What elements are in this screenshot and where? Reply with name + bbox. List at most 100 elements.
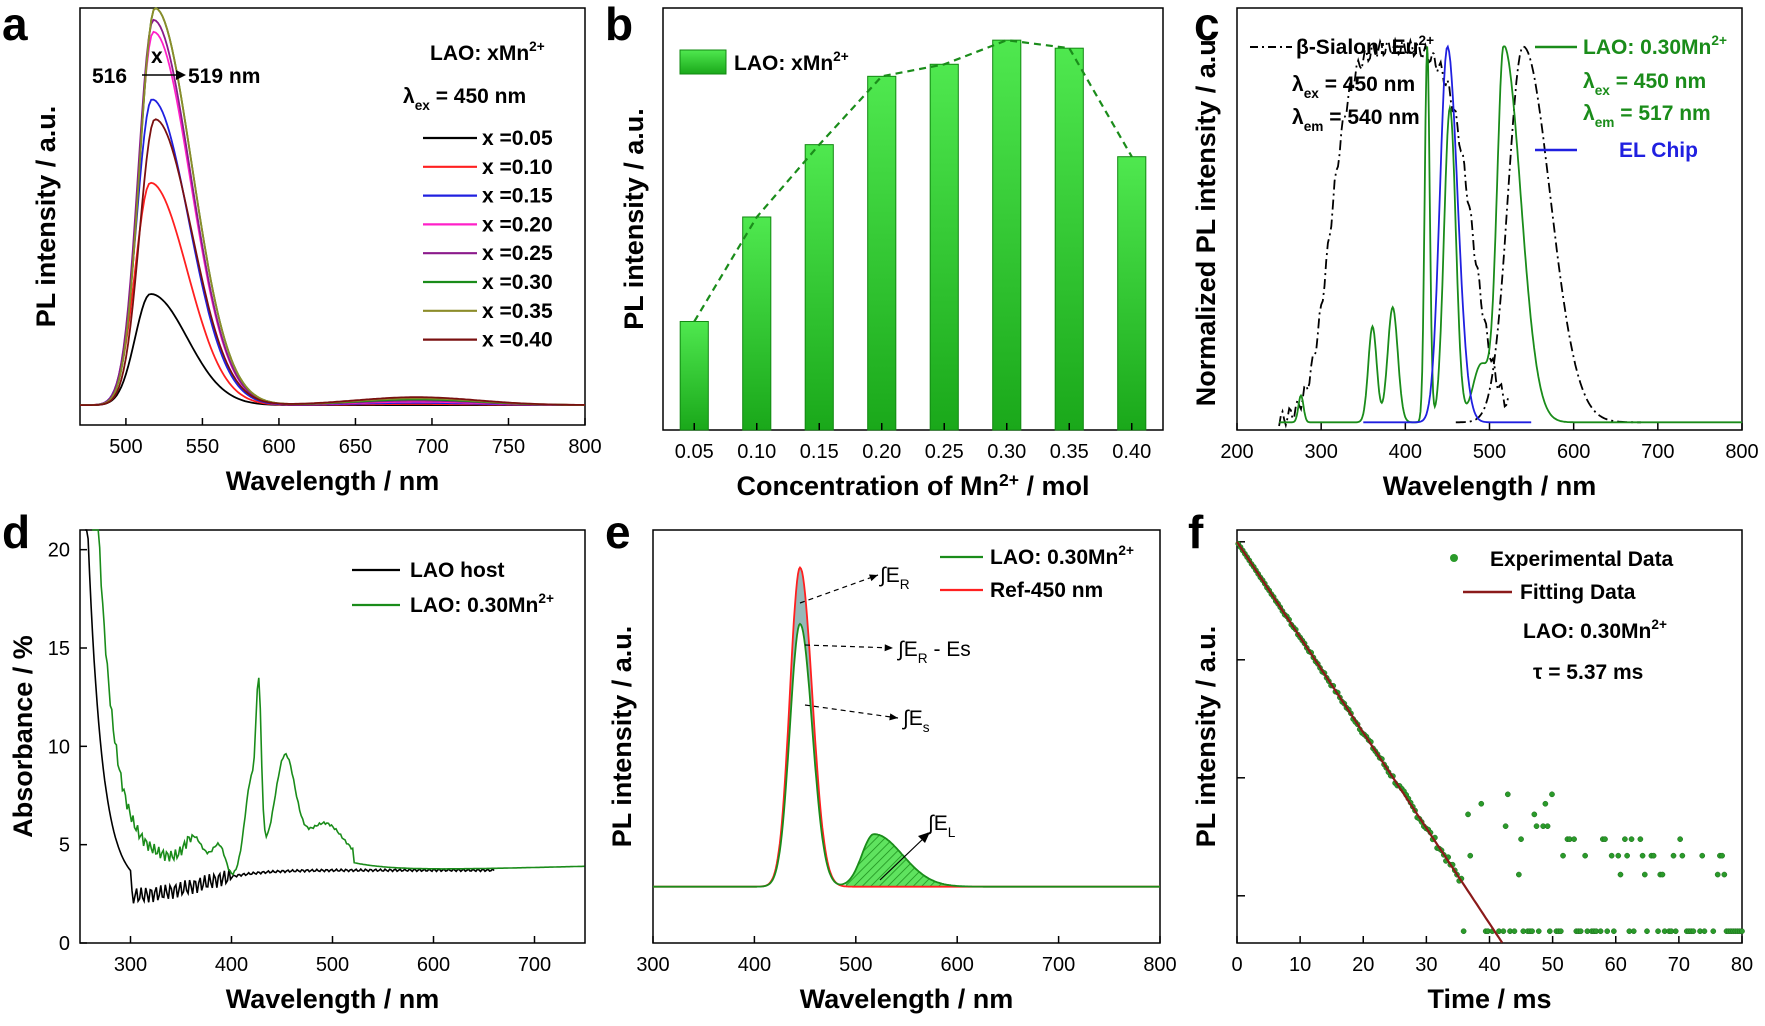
x-tick-label: 500: [1473, 441, 1506, 463]
experimental-point: [1739, 928, 1745, 935]
fitting-line: [1236, 541, 1504, 944]
experimental-point: [1679, 852, 1686, 859]
annotation-arrow-head: [889, 713, 898, 721]
experimental-point: [1699, 852, 1706, 859]
bar: [992, 39, 1022, 431]
experimental-point: [1518, 836, 1524, 843]
x-tick-label: 0: [1231, 954, 1242, 976]
experimental-point: [1557, 928, 1564, 935]
experimental-point: [1608, 852, 1615, 859]
experimental-point: [1516, 871, 1522, 878]
annotation-arrow-head: [869, 574, 878, 582]
x-tick-label: 600: [941, 954, 974, 976]
experimental-point: [1535, 928, 1542, 935]
shift-arrow-head: [176, 70, 186, 80]
experimental-point: [1465, 811, 1471, 818]
annotation-arrow-head: [884, 644, 893, 652]
x-tick-label: 0.35: [1050, 441, 1089, 463]
legend-label: x =0.35: [482, 300, 553, 323]
legend-label: x =0.25: [482, 242, 553, 265]
lifetime-label: τ = 5.37 ms: [1533, 661, 1643, 684]
experimental-point: [1549, 791, 1555, 798]
x-tick-label: 700: [1641, 441, 1674, 463]
y-tick-label: 5: [59, 835, 70, 857]
annotation-green: λex = 450 nm: [1583, 70, 1706, 98]
plot-frame: [79, 529, 586, 944]
experimental-point: [1721, 871, 1728, 878]
legend-label: Fitting Data: [1520, 581, 1636, 604]
legend-label: x =0.15: [482, 185, 553, 208]
panel-d: d 300 400 500 600 700 0 5 10 15 20 Wavelength / nm A…: [2, 506, 586, 1014]
y-tick-label: 20: [48, 540, 70, 562]
bar: [679, 320, 709, 431]
x-tick-label: 600: [1557, 441, 1590, 463]
experimental-point: [1577, 928, 1584, 935]
annotation-black: λem = 540 nm: [1292, 106, 1420, 134]
x-axis-label: Wavelength / nm: [1383, 471, 1597, 501]
x-tick-label: 0.20: [862, 441, 901, 463]
annotation-label: ∫ER: [879, 564, 910, 592]
y-tick-label: 10: [48, 736, 70, 758]
panel-letter: a: [2, 0, 28, 50]
experimental-point: [1617, 871, 1624, 878]
experimental-point: [1504, 791, 1511, 798]
el-chip-spectrum: [1363, 44, 1532, 424]
annotation-label: ∫ER - Es: [897, 638, 971, 666]
host-line: [85, 529, 495, 904]
annotation-label: ∫EL: [927, 812, 956, 840]
experimental-point: [1655, 928, 1661, 935]
x-tick-label: 500: [839, 954, 872, 976]
experimental-point: [1611, 928, 1617, 935]
experimental-point: [1641, 871, 1648, 878]
legend-label: Ref-450 nm: [990, 579, 1103, 602]
legend-label: β-Sialon: Eu2+: [1296, 33, 1434, 59]
series-line: [80, 118, 586, 406]
annotation-black: λex = 450 nm: [1292, 73, 1415, 101]
legend-label: LAO: xMn2+: [734, 49, 849, 75]
experimental-point: [1672, 928, 1679, 935]
experimental-point: [1511, 928, 1518, 935]
experimental-point: [1604, 928, 1611, 935]
plot-frame: [662, 7, 1164, 431]
experimental-point: [1602, 836, 1608, 843]
annotation-arrow: [879, 836, 926, 881]
experimental-point: [1719, 852, 1725, 859]
x-tick-label: 750: [492, 436, 525, 458]
sample-line: [653, 622, 1160, 888]
panel-e: e 300 400 500 600 700 800 Wavelength / nm PL int…: [605, 506, 1177, 1014]
area-el: [845, 834, 958, 887]
x-axis-label: Wavelength / nm: [800, 984, 1014, 1014]
experimental-point: [1630, 928, 1637, 935]
x-tick-label: 400: [1389, 441, 1422, 463]
panel-f: f 0 10 20 30 40 50 60 70 80 Time / ms PL intensity …: [1188, 506, 1753, 1014]
experimental-point: [1701, 928, 1708, 935]
y-tick-label: 0: [59, 933, 70, 955]
panel-a: a 500 550 600 650 700 750 800 Wavelength / nm PL …: [2, 0, 602, 496]
plot-frame: [79, 7, 586, 426]
x-tick-label: 300: [1304, 441, 1337, 463]
shift-to-label: 519 nm: [188, 65, 260, 88]
bar: [742, 216, 772, 431]
legend-label: LAO: 0.30Mn2+: [990, 543, 1134, 569]
x-axis-label: Time / ms: [1427, 984, 1551, 1014]
experimental-point: [1710, 928, 1717, 935]
experimental-point: [1542, 800, 1549, 807]
experimental-point: [1502, 823, 1509, 830]
x-tick-label: 0.30: [987, 441, 1026, 463]
x-tick-label: 600: [262, 436, 295, 458]
x-tick-label: 550: [186, 436, 219, 458]
experimental-point: [1544, 823, 1551, 830]
x-tick-label: 700: [1042, 954, 1075, 976]
panel-b: b 0.05 0.10 0.15 0.20 0.25 0.30 0.35 0.40 LAO: xM…: [605, 0, 1164, 501]
x-tick-label: 0.25: [925, 441, 964, 463]
x-tick-label: 800: [568, 436, 601, 458]
y-axis-label: PL intensity / a.u.: [31, 106, 61, 328]
x-tick-label: 400: [215, 954, 248, 976]
legend-label: x =0.40: [482, 329, 553, 352]
x-tick-label: 800: [1725, 441, 1758, 463]
panel-letter: e: [605, 506, 631, 558]
experimental-point: [1639, 852, 1646, 859]
bar: [1054, 47, 1084, 431]
experimental-point: [1659, 871, 1666, 878]
